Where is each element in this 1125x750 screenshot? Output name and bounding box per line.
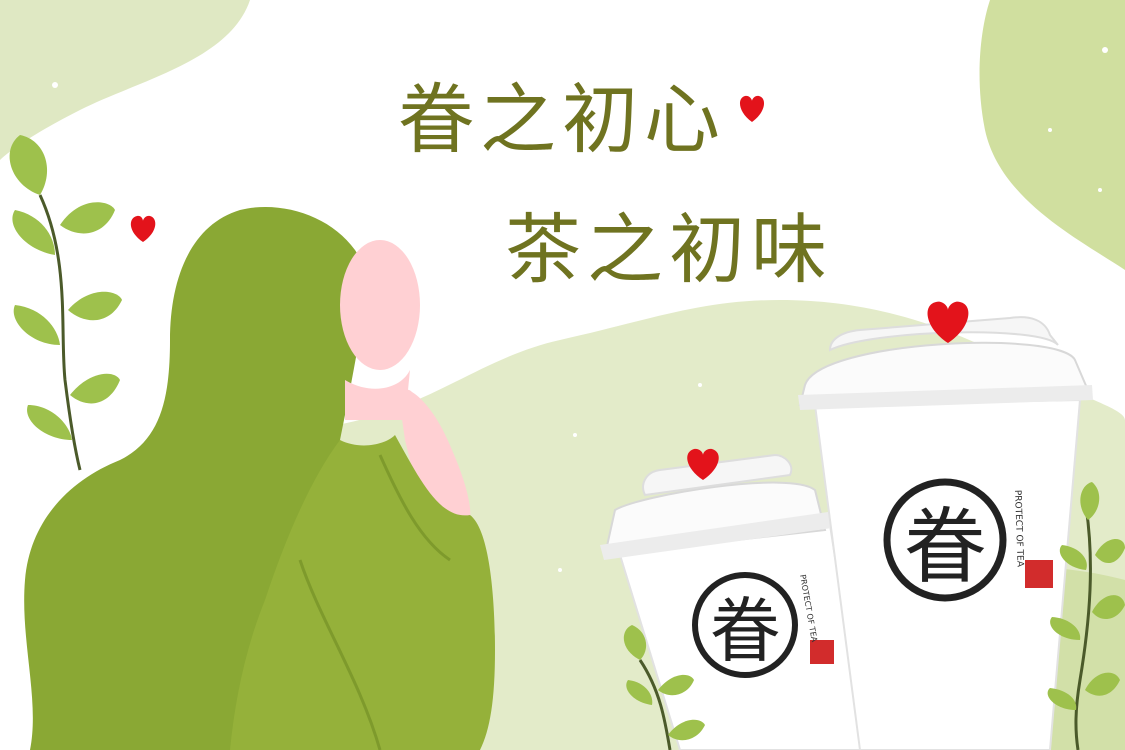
large-tea-cup: 眷 PROTECT OF TEA <box>798 316 1093 750</box>
svg-text:眷: 眷 <box>710 590 780 672</box>
leaf-icon <box>9 135 48 195</box>
svg-text:PROTECT OF TEA: PROTECT OF TEA <box>1012 490 1025 568</box>
leaf-icon <box>68 291 122 321</box>
leaf-icon <box>12 210 55 255</box>
heart-icon <box>927 301 969 343</box>
leaf-icon <box>60 202 115 234</box>
top-left-blob <box>0 0 250 160</box>
small-tea-cup: 眷 PROTECT OF TEA <box>600 453 867 750</box>
headline-line-1: 眷之初心 <box>398 75 726 164</box>
brand-logo-icon <box>692 572 798 678</box>
right-vine <box>1047 482 1125 750</box>
heart-icon <box>687 448 719 480</box>
heart-icon <box>130 215 156 242</box>
headline-line-2: 茶之初味 <box>505 205 833 294</box>
brand-logo-icon <box>883 478 1007 602</box>
seal-stamp-icon <box>1025 560 1053 588</box>
leaf-icon <box>13 305 60 345</box>
leaf-icon <box>70 373 120 404</box>
svg-text:眷: 眷 <box>904 500 986 595</box>
woman-sweater <box>230 435 495 750</box>
woman-face <box>340 240 420 370</box>
top-right-blob <box>979 0 1125 270</box>
seal-stamp-icon <box>810 640 834 664</box>
bottom-vine <box>623 625 705 750</box>
leaf-icon <box>27 405 72 440</box>
heart-icon <box>739 95 765 122</box>
left-vine <box>9 135 122 471</box>
woman-hand <box>398 389 471 530</box>
